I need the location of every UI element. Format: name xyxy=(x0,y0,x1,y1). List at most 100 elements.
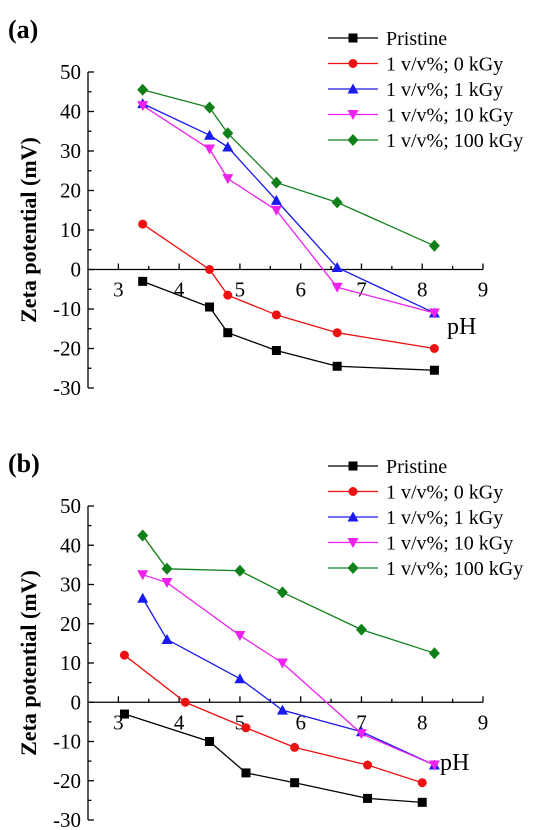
panel-b: (b) -30 -20 -10 0 10 20 30 40 50 3 4 5 6 7 8 9 Zeta poten… xyxy=(8,449,523,830)
legend-label-b-4: 1 v/v%; 100 kGy xyxy=(386,558,523,580)
series-line-b-2 xyxy=(142,597,435,766)
legend-label-a-4: 1 v/v%; 100 kGy xyxy=(386,130,523,152)
legend-marker-a-3 xyxy=(347,110,359,120)
data-point-a-3-4 xyxy=(331,282,343,293)
data-point-b-0-5 xyxy=(417,797,427,807)
y-tick-label-b-4: 10 xyxy=(60,651,81,675)
y-tick-label-a-5: 20 xyxy=(60,179,81,203)
y-tick-label-a-6: 30 xyxy=(60,139,81,163)
y-tick-label-b-5: 20 xyxy=(60,612,81,636)
data-point-a-0-3 xyxy=(271,345,281,355)
legend-marker-a-1 xyxy=(348,59,358,68)
data-point-b-4-0 xyxy=(137,529,149,542)
x-tick-label-b-4: 7 xyxy=(356,710,367,734)
series-line-a-3 xyxy=(142,105,435,314)
x-tick-label-a-6: 9 xyxy=(478,278,489,302)
y-tick-label-a-4: 10 xyxy=(60,218,81,242)
x-axis-title-a: pH xyxy=(447,314,476,340)
data-point-a-3-2 xyxy=(222,174,234,185)
data-point-a-4-1 xyxy=(204,101,216,114)
data-point-a-2-3 xyxy=(270,194,282,205)
data-point-b-4-5 xyxy=(428,647,440,660)
legend-marker-b-0 xyxy=(348,461,358,471)
data-point-b-0-0 xyxy=(119,709,129,719)
series-line-a-4 xyxy=(142,89,435,247)
data-point-b-3-1 xyxy=(161,578,173,589)
x-tick-label-b-5: 8 xyxy=(417,710,428,734)
data-point-b-0-2 xyxy=(241,768,251,778)
legend-label-b-0: Pristine xyxy=(386,456,447,478)
x-tick-label-a-3: 6 xyxy=(295,278,306,302)
legend-marker-b-2 xyxy=(347,511,359,522)
series-line-b-4 xyxy=(142,535,435,654)
data-point-b-2-3 xyxy=(276,704,288,715)
y-tick-label-b-1: -20 xyxy=(53,769,81,793)
data-point-a-2-2 xyxy=(222,141,234,152)
series-a-3 xyxy=(137,101,440,319)
legend-label-a-0: Pristine xyxy=(386,28,447,50)
series-a-1 xyxy=(138,219,439,353)
x-tick-label-b-3: 6 xyxy=(295,710,306,734)
legend-label-b-1: 1 v/v%; 0 kGy xyxy=(386,482,503,504)
y-tick-label-a-8: 50 xyxy=(60,60,81,84)
y-tick-label-b-2: -10 xyxy=(53,730,81,754)
y-tick-label-b-3: 0 xyxy=(71,690,82,714)
series-b-0 xyxy=(119,709,427,807)
data-point-a-3-1 xyxy=(204,144,216,155)
legend-marker-b-1 xyxy=(348,487,358,496)
series-line-a-1 xyxy=(142,223,435,350)
data-point-a-1-5 xyxy=(429,344,439,353)
x-tick-label-a-5: 8 xyxy=(417,278,428,302)
data-point-a-4-4 xyxy=(331,196,343,209)
x-axis-title-b: pH xyxy=(440,750,469,776)
x-tick-label-a-1: 4 xyxy=(174,278,185,302)
legend-marker-a-2 xyxy=(347,83,359,94)
x-tick-label-b-0: 3 xyxy=(113,710,124,734)
panel-a: (a) -30 -20 -10 0 10 20 30 40 50 3 4 5 6 7 8 9 Zeta poten… xyxy=(8,15,523,400)
legend-label-a-3: 1 v/v%; 10 kGy xyxy=(386,105,513,127)
data-point-b-3-2 xyxy=(234,631,246,642)
series-line-a-2 xyxy=(142,103,435,314)
series-line-b-3 xyxy=(142,574,435,766)
data-point-b-0-4 xyxy=(363,793,373,803)
series-a-0 xyxy=(138,276,439,375)
data-point-b-1-2 xyxy=(241,723,251,733)
y-axis-title-a: Zeta potential (mV) xyxy=(16,137,41,323)
x-tick-label-b-1: 4 xyxy=(174,710,185,734)
data-point-b-2-2 xyxy=(234,673,246,684)
series-a-4 xyxy=(137,83,440,252)
series-line-b-1 xyxy=(124,654,423,784)
x-tick-label-a-0: 3 xyxy=(113,278,124,302)
y-tick-label-b-6: 30 xyxy=(60,573,81,597)
y-tick-label-a-0: -30 xyxy=(53,376,81,400)
y-tick-label-b-8: 50 xyxy=(60,494,81,518)
data-point-a-2-1 xyxy=(204,129,216,140)
data-point-a-3-5 xyxy=(428,308,440,319)
series-b-2 xyxy=(137,592,440,770)
data-point-b-1-3 xyxy=(290,742,300,752)
data-point-b-0-1 xyxy=(205,737,215,746)
legend-marker-a-4 xyxy=(347,134,359,146)
data-point-a-1-0 xyxy=(138,219,148,229)
series-line-b-0 xyxy=(124,713,423,803)
data-point-a-3-0 xyxy=(137,101,149,112)
data-point-a-4-3 xyxy=(270,176,282,189)
y-tick-label-b-7: 40 xyxy=(60,533,81,557)
data-point-a-0-1 xyxy=(205,302,215,312)
series-b-3 xyxy=(137,570,440,771)
y-tick-label-a-7: 40 xyxy=(60,100,81,124)
data-point-a-0-5 xyxy=(429,365,439,375)
y-axis-title-b: Zeta potential (mV) xyxy=(16,570,41,756)
legend-marker-b-4 xyxy=(347,562,359,574)
data-point-b-2-1 xyxy=(161,633,173,644)
data-point-a-1-2 xyxy=(223,290,233,300)
x-tick-label-a-2: 5 xyxy=(235,278,246,302)
data-point-b-3-5 xyxy=(428,760,440,771)
series-b-4 xyxy=(137,529,440,660)
data-point-b-4-1 xyxy=(161,562,173,575)
data-point-b-1-1 xyxy=(180,697,190,707)
data-point-a-4-5 xyxy=(428,239,440,252)
panel-label-a: (a) xyxy=(8,15,38,44)
data-point-b-3-0 xyxy=(137,570,149,581)
